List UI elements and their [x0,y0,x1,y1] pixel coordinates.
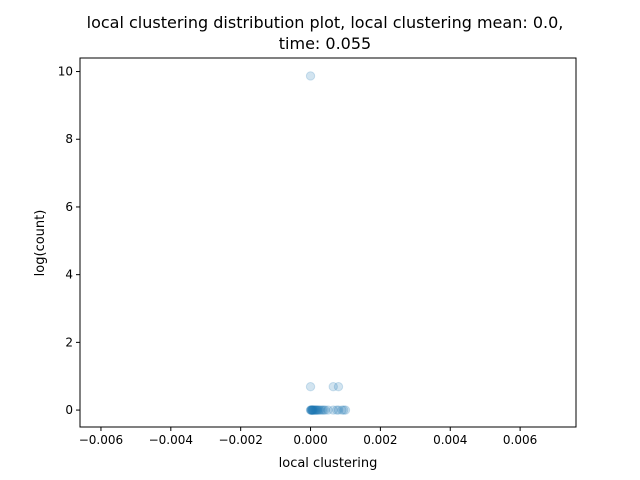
x-tick-label: 0.000 [293,433,327,447]
scatter-point [328,382,338,392]
scatter-point [306,405,317,415]
scatter-point [313,405,324,415]
scatter-point [316,405,326,415]
y-tick-label: 4 [65,268,73,282]
scatter-point [333,405,344,415]
scatter-point [317,405,328,415]
y-tick-label: 10 [58,65,73,79]
x-axis-label: local clustering [279,456,378,471]
x-tick-label: 0.002 [363,433,397,447]
plot-area-frame [79,57,577,428]
scatter-point [307,405,317,415]
scatter-point [307,405,318,415]
scatter-point [312,405,322,415]
axis-ticks: −0.006 −0.004 −0.002 0.000 0.002 0.004 0.006 0 2… [58,65,538,447]
scatter-points [305,71,351,415]
scatter-point [306,405,316,415]
x-tick-label: −0.004 [149,433,193,447]
y-tick-label: 6 [65,200,73,214]
scatter-point [308,405,319,415]
y-tick-label: 2 [65,335,73,349]
scatter-point [305,71,316,81]
y-tick-label: 8 [65,132,73,146]
scatter-point [339,405,349,415]
x-tick-label: 0.006 [503,433,537,447]
x-tick-label: 0.004 [433,433,467,447]
scatter-point [314,405,325,415]
scatter-point [305,405,316,415]
scatter-point [319,405,329,415]
y-tick-label: 0 [65,403,73,417]
scatter-point [305,382,316,392]
chart-title-line-1: local clustering distribution plot, loca… [87,13,564,32]
scatter-point [308,405,318,415]
x-tick-label: −0.002 [218,433,262,447]
scatter-point [311,405,321,415]
chart-title-line-2: time: 0.055 [279,34,371,53]
scatter-point [332,405,342,415]
scatter-point [310,405,321,415]
y-axis-label: log(count) [33,210,48,277]
scatter-point [312,405,323,415]
scatter-point [309,405,319,415]
x-tick-label: −0.006 [79,433,123,447]
scatter-point [320,405,330,415]
scatter-point [328,405,338,415]
scatter-point [340,405,351,415]
scatter-point [337,405,347,415]
scatter-point [323,405,333,415]
scatter-point [307,405,317,415]
scatter-point [306,405,316,415]
scatter-point [333,382,344,392]
scatter-point [310,405,320,415]
